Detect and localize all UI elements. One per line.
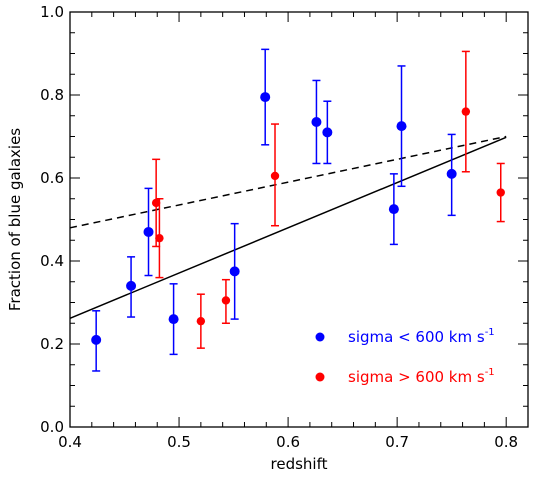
x-axis-label: redshift (271, 455, 328, 473)
data-point-red (151, 198, 161, 208)
legend-label-red-sup: -1 (485, 367, 495, 378)
legend-label-blue-sup: -1 (485, 327, 495, 338)
data-points-group (91, 48, 505, 372)
data-point-blue (143, 226, 154, 237)
x-tick-label: 0.4 (58, 433, 82, 451)
legend-label-red-main: sigma > 600 km s (348, 368, 485, 386)
x-tick-label: 0.6 (276, 433, 300, 451)
data-point-blue (168, 314, 179, 325)
y-tick-label: 0.2 (40, 335, 64, 353)
dashed-fit-line (69, 135, 507, 229)
data-point-blue (311, 116, 322, 127)
x-tick-label: 0.8 (494, 433, 518, 451)
solid-fit-line (69, 136, 507, 319)
y-tick-label: 0.4 (40, 252, 64, 270)
legend: sigma < 600 km s-1 sigma > 600 km s-1 (315, 327, 495, 386)
data-point-blue (126, 280, 137, 291)
legend-label-blue-main: sigma < 600 km s (348, 328, 485, 346)
data-point-red (270, 171, 280, 181)
fit-lines-group (69, 135, 507, 319)
data-point-red (496, 188, 505, 197)
data-point-blue (91, 334, 102, 345)
data-point-blue (446, 168, 457, 179)
legend-label-blue: sigma < 600 km s-1 (348, 327, 495, 346)
data-point-red (155, 233, 164, 243)
legend-label-red: sigma > 600 km s-1 (348, 367, 495, 386)
y-tick-label: 0.6 (40, 169, 64, 187)
x-tick-label: 0.7 (385, 433, 409, 451)
y-tick-label: 1.0 (40, 3, 64, 21)
data-point-blue (396, 121, 407, 132)
plot-border (69, 11, 529, 428)
data-point-red (461, 107, 471, 116)
data-point-blue (388, 204, 399, 215)
legend-marker-red (315, 372, 325, 382)
legend-marker-blue (315, 332, 325, 342)
data-point-red (196, 316, 206, 326)
plot-frame-group (69, 11, 529, 428)
data-point-blue (260, 92, 271, 103)
axis-ticks-group: 0.4 0.5 0.6 0.7 0.8 0.0 0.2 0.4 0.6 0.8 1.0 (40, 3, 528, 451)
y-axis-label: Fraction of blue galaxies (6, 128, 24, 311)
data-point-red (221, 296, 231, 305)
x-tick-label: 0.5 (167, 433, 191, 451)
data-point-blue (229, 266, 240, 277)
data-point-blue (322, 127, 333, 138)
y-tick-label: 0.0 (40, 418, 64, 436)
y-tick-label: 0.8 (40, 86, 64, 104)
